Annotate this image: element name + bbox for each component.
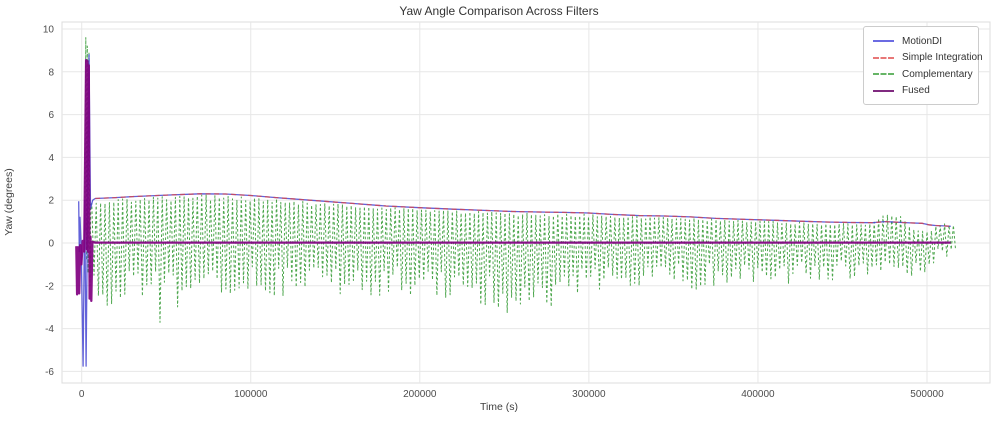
x-tick-label: 300000	[572, 389, 606, 400]
y-axis-label: Yaw (degrees)	[3, 168, 15, 236]
legend-item-complementary: Complementary	[873, 66, 973, 83]
legend-line-sample	[873, 89, 894, 92]
x-tick-label: 500000	[910, 389, 944, 400]
series-complementary	[84, 37, 957, 323]
legend-item-motiondi: MotionDI	[873, 33, 970, 50]
y-tick-label: 2	[48, 196, 54, 207]
x-tick-label: 200000	[403, 389, 437, 400]
legend-line-sample	[873, 73, 894, 76]
legend-item-fused: Fused	[873, 83, 970, 100]
y-tick-label: 8	[48, 67, 54, 78]
legend-item-simple-integration: Simple Integration	[873, 50, 983, 67]
x-axis-label: Time (s)	[479, 401, 519, 413]
chart-title: Yaw Angle Comparison Across Filters	[399, 4, 599, 18]
y-tick-label: 0	[48, 239, 54, 250]
legend-label: Simple Integration	[902, 52, 983, 64]
y-tick-label: 10	[43, 25, 55, 36]
x-tick-label: 0	[79, 389, 85, 400]
legend-line-sample	[873, 40, 894, 43]
y-tick-label: -2	[45, 281, 54, 292]
y-tick-label: -4	[45, 324, 54, 335]
x-tick-label: 400000	[741, 389, 775, 400]
series-simple-integration	[95, 193, 951, 227]
plot-area	[61, 21, 991, 384]
legend-label: Complementary	[902, 68, 973, 80]
y-tick-label: 6	[48, 110, 54, 121]
x-tick-label: 100000	[234, 389, 268, 400]
legend-label: Fused	[902, 85, 930, 97]
legend-line-sample	[873, 56, 894, 59]
legend: MotionDI Simple Integration Complementary F…	[863, 26, 983, 105]
legend-label: MotionDI	[902, 35, 943, 47]
y-tick-label: -6	[45, 367, 54, 378]
y-tick-label: 4	[48, 153, 54, 164]
series-fused	[75, 58, 951, 302]
